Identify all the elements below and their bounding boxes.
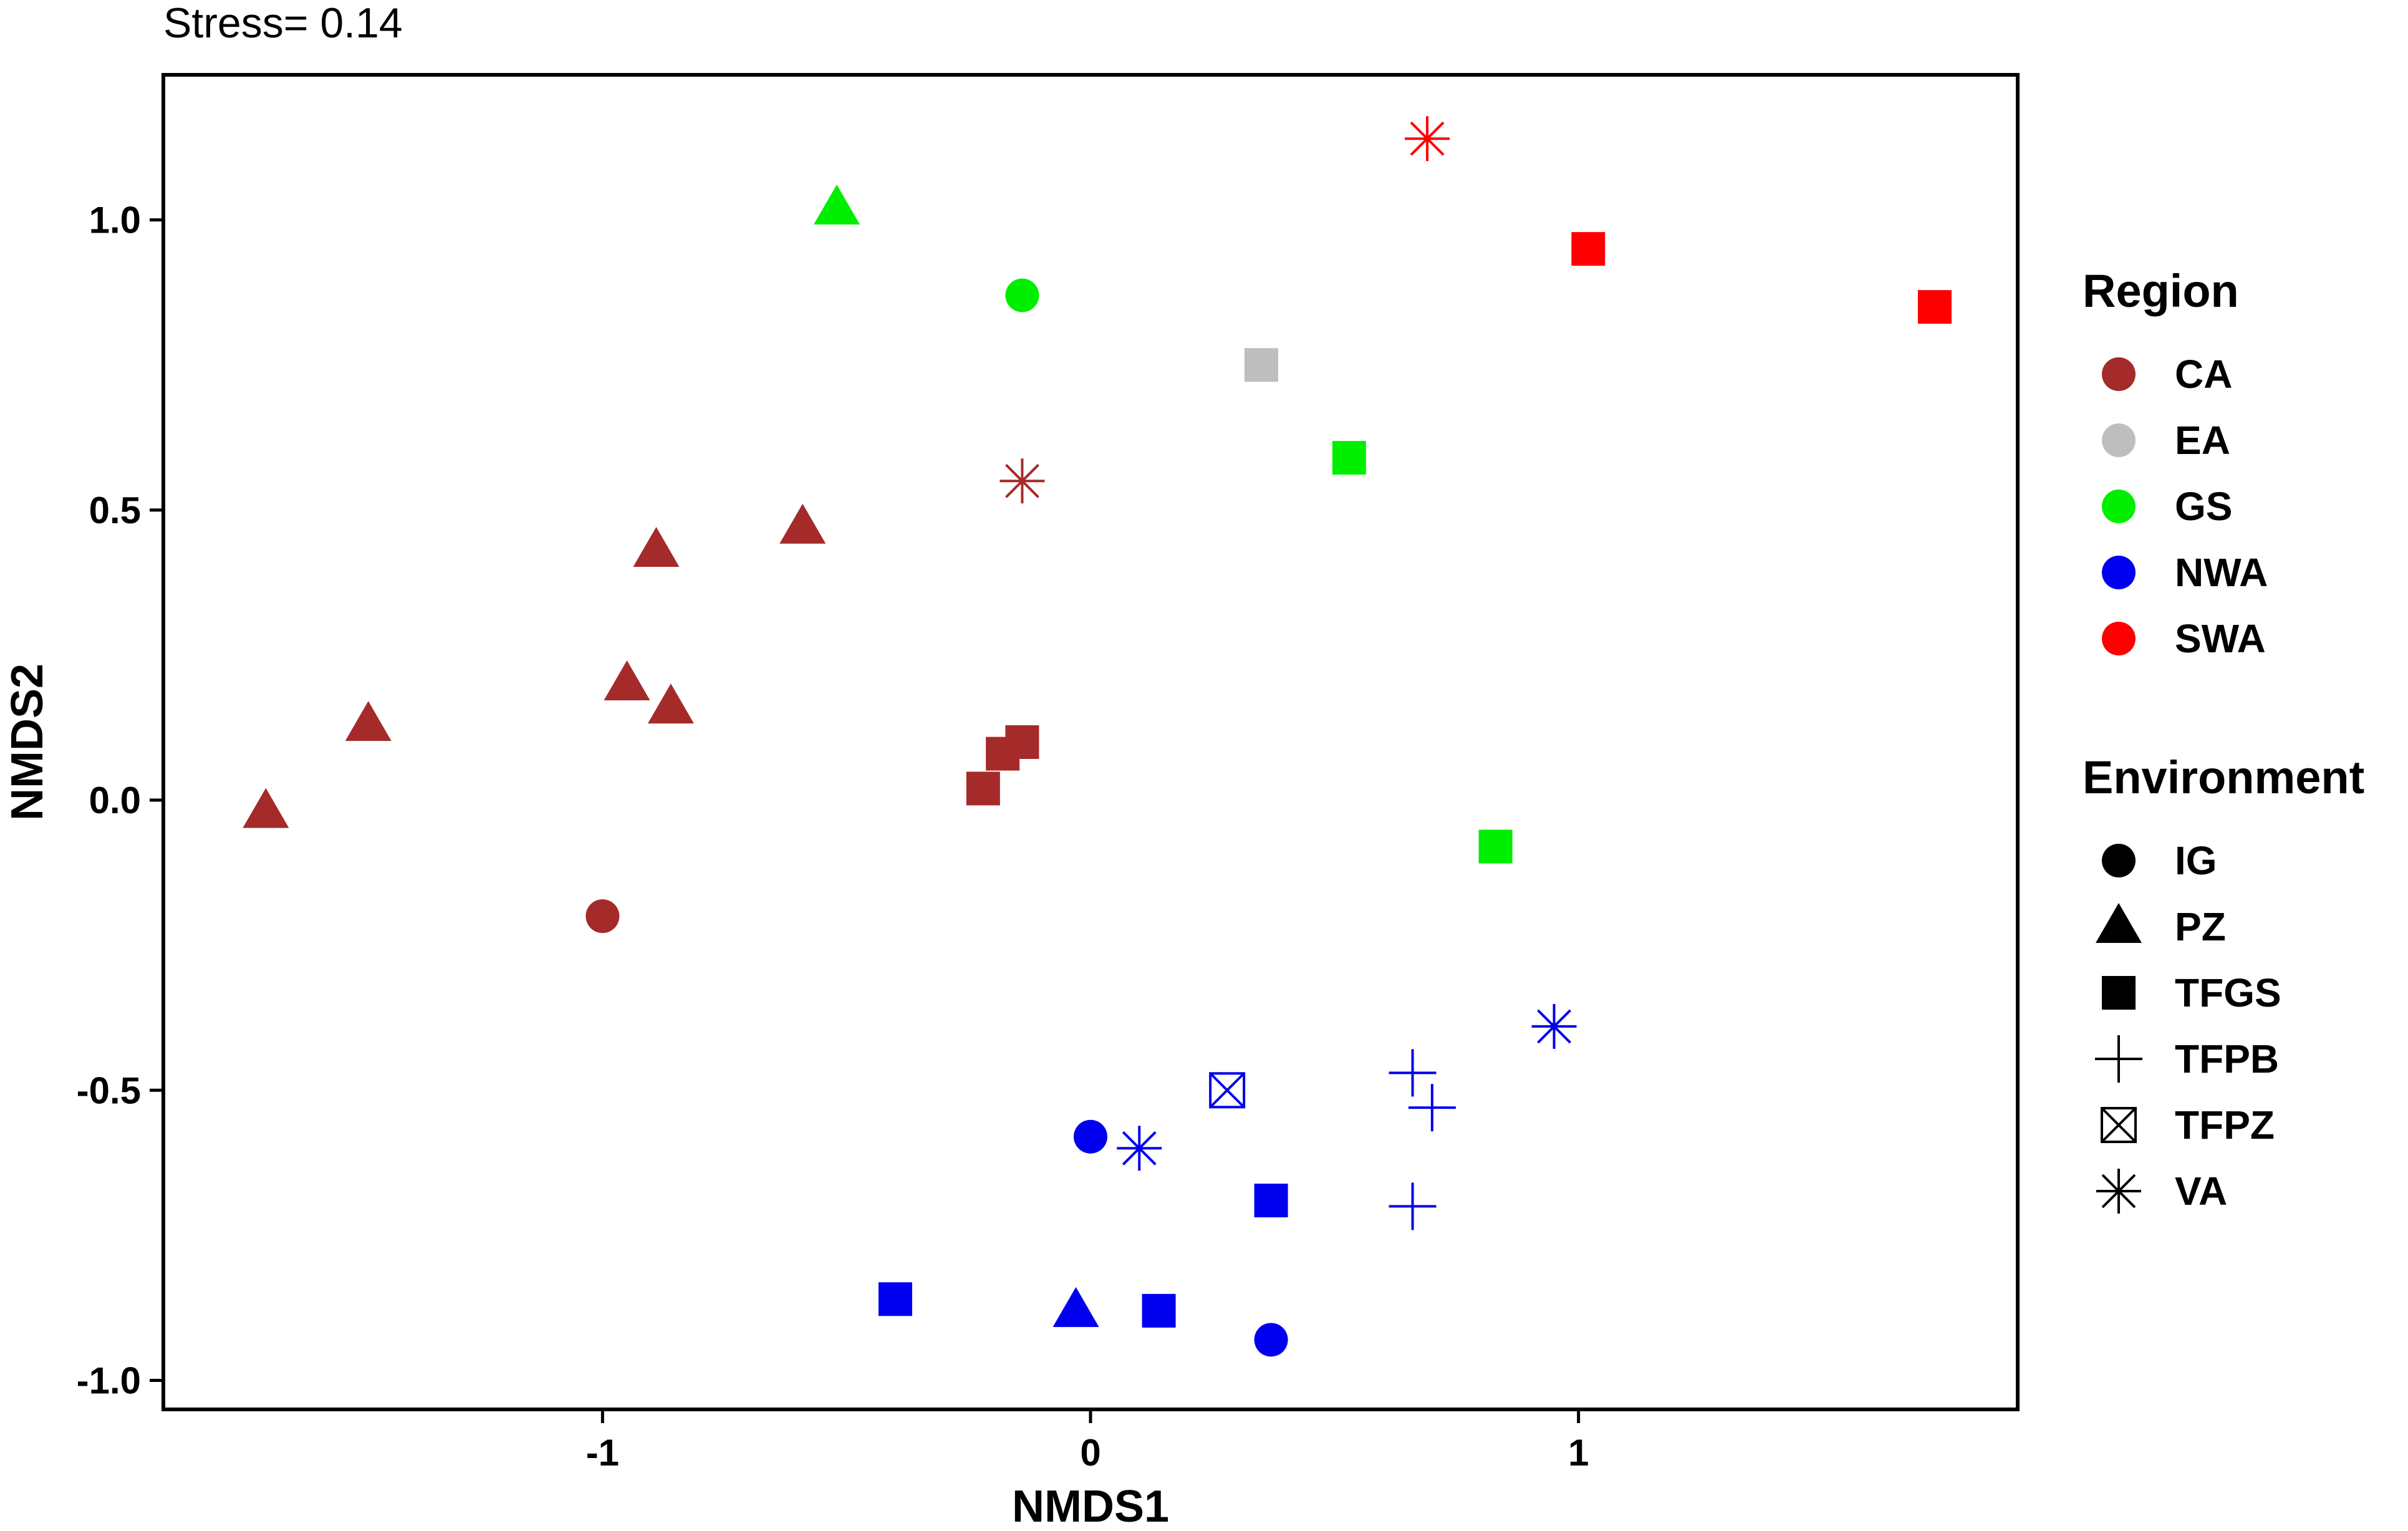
data-point — [999, 458, 1045, 504]
y-tick-label: 0.5 — [89, 490, 141, 531]
data-point — [1571, 232, 1606, 266]
data-point — [647, 683, 694, 724]
environment-legend-symbol — [2096, 903, 2142, 943]
region-legend-label: SWA — [2175, 616, 2266, 661]
environment-legend-item: VA — [2096, 1169, 2227, 1214]
environment-legend-item: IG — [2102, 838, 2217, 883]
region-legend-item: GS — [2102, 484, 2232, 529]
y-tick-label: 0.0 — [89, 780, 141, 821]
data-point — [1254, 1184, 1288, 1218]
environment-legend-symbol — [2096, 1169, 2141, 1214]
x-tick-label: 0 — [1080, 1432, 1100, 1474]
plot-panel: -1 0 1 -1.0 -0.5 0.0 0.5 1.0 — [77, 73, 2020, 1474]
environment-legend-symbol — [2101, 1107, 2137, 1143]
data-point — [1332, 441, 1366, 475]
region-legend-item: NWA — [2102, 550, 2268, 595]
region-legend-item: CA — [2102, 352, 2232, 397]
data-point — [1209, 1072, 1246, 1109]
region-legend-label: NWA — [2175, 550, 2268, 595]
data-point — [1389, 1049, 1437, 1097]
environment-legend-symbol — [2095, 1035, 2142, 1083]
environment-legend-label: IG — [2175, 838, 2217, 883]
data-point — [1408, 1084, 1456, 1132]
environment-legend-label: TFPB — [2175, 1036, 2279, 1081]
environment-legend-label: VA — [2175, 1169, 2227, 1214]
data-point — [1074, 1119, 1107, 1154]
data-point — [1478, 829, 1513, 864]
environment-legend-label: TFPZ — [2175, 1103, 2275, 1147]
region-legend-swatch — [2102, 490, 2136, 523]
environment-legend-item: TFPB — [2095, 1035, 2279, 1083]
y-axis-title: NMDS2 — [2, 664, 52, 821]
data-point — [585, 899, 620, 934]
region-legend-swatch — [2102, 423, 2136, 457]
region-legend-item: SWA — [2102, 616, 2266, 661]
data-point — [1531, 1003, 1577, 1049]
data-points — [243, 116, 1952, 1357]
environment-legend-symbol — [2102, 844, 2136, 877]
region-legend-label: CA — [2175, 352, 2232, 397]
environment-legend-title: Environment — [2083, 751, 2364, 803]
x-axis-title: NMDS1 — [1012, 1482, 1169, 1531]
region-legend-title: Region — [2083, 265, 2239, 317]
environment-legend-label: TFGS — [2175, 970, 2281, 1015]
environment-legend: Environment IG PZ TFGS TFPB TFPZ VA — [2083, 751, 2364, 1214]
region-legend-swatch — [2102, 357, 2136, 391]
data-point — [1142, 1293, 1176, 1328]
environment-legend-symbol — [2102, 976, 2136, 1010]
data-point — [779, 503, 826, 544]
x-axis-ticks: -1 0 1 — [586, 1409, 1589, 1474]
plot-border — [161, 73, 2020, 1411]
data-point — [1917, 290, 1952, 324]
y-tick-label: -0.5 — [77, 1070, 141, 1111]
data-point — [966, 771, 1000, 806]
data-point — [604, 660, 650, 700]
environment-legend-items: IG PZ TFGS TFPB TFPZ VA — [2095, 838, 2281, 1214]
data-point — [1254, 1323, 1288, 1357]
data-point — [1405, 116, 1450, 162]
data-point — [878, 1282, 912, 1316]
region-legend: Region CA EA GS NWA SWA — [2083, 265, 2268, 661]
y-tick-label: -1.0 — [77, 1360, 141, 1401]
data-point — [1052, 1287, 1099, 1327]
x-tick-label: 1 — [1568, 1432, 1589, 1474]
region-legend-swatch — [2102, 556, 2136, 589]
data-point — [814, 185, 860, 225]
y-tick-label: 1.0 — [89, 200, 141, 241]
data-point — [1117, 1126, 1162, 1171]
data-point — [633, 526, 680, 567]
x-tick-label: -1 — [586, 1432, 619, 1474]
region-legend-items: CA EA GS NWA SWA — [2102, 352, 2268, 661]
data-point — [1005, 725, 1039, 759]
data-point — [243, 788, 289, 828]
region-legend-label: GS — [2175, 484, 2232, 529]
environment-legend-item: TFPZ — [2101, 1103, 2275, 1147]
data-point — [1244, 348, 1278, 382]
environment-legend-label: PZ — [2175, 904, 2226, 949]
y-axis-ticks: -1.0 -0.5 0.0 0.5 1.0 — [77, 200, 163, 1401]
region-legend-label: EA — [2175, 418, 2230, 463]
data-point — [1389, 1182, 1437, 1230]
environment-legend-item: PZ — [2096, 903, 2226, 949]
region-legend-swatch — [2102, 622, 2136, 655]
stress-annotation: Stress= 0.14 — [163, 0, 403, 47]
data-point — [1005, 278, 1039, 312]
region-legend-item: EA — [2102, 418, 2230, 463]
data-point — [345, 701, 392, 741]
environment-legend-item: TFGS — [2102, 970, 2281, 1015]
